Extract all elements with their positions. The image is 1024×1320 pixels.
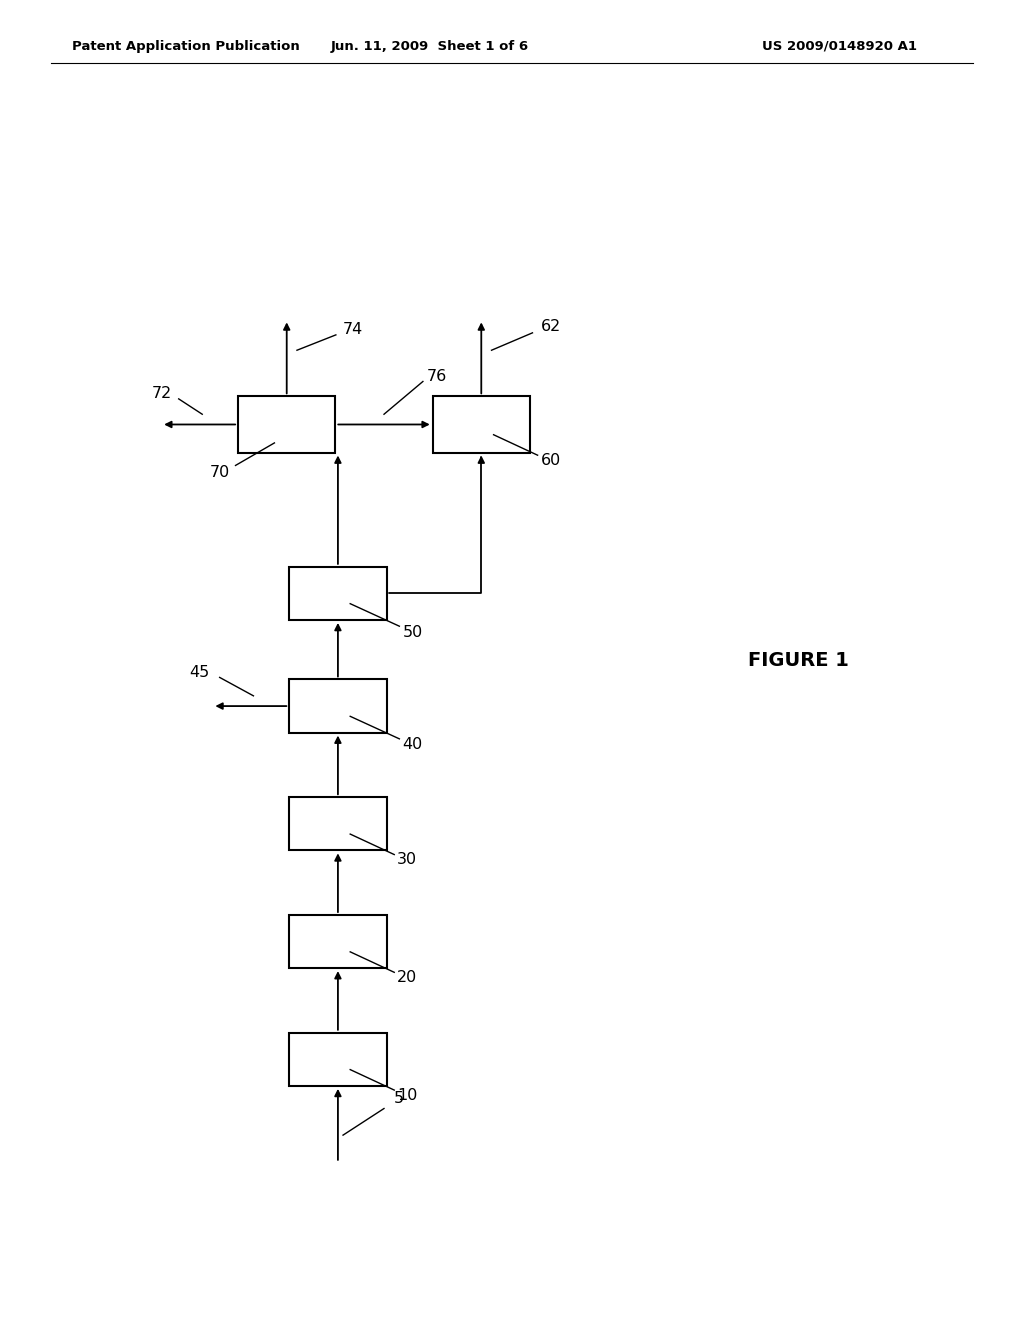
Text: 45: 45: [189, 665, 210, 680]
FancyBboxPatch shape: [290, 680, 387, 733]
FancyBboxPatch shape: [290, 915, 387, 969]
Text: US 2009/0148920 A1: US 2009/0148920 A1: [762, 40, 918, 53]
Text: 40: 40: [402, 738, 423, 752]
Text: 30: 30: [397, 853, 418, 867]
Text: 20: 20: [397, 970, 418, 985]
Text: 50: 50: [402, 624, 423, 640]
FancyBboxPatch shape: [432, 396, 530, 453]
Text: 62: 62: [541, 319, 561, 334]
Text: 72: 72: [152, 387, 172, 401]
Text: 74: 74: [343, 322, 364, 337]
Text: 5: 5: [394, 1090, 404, 1106]
FancyBboxPatch shape: [290, 566, 387, 620]
FancyBboxPatch shape: [290, 1032, 387, 1086]
Text: 10: 10: [397, 1088, 418, 1102]
Text: 76: 76: [427, 368, 447, 384]
Text: 70: 70: [210, 465, 230, 480]
Text: Jun. 11, 2009  Sheet 1 of 6: Jun. 11, 2009 Sheet 1 of 6: [331, 40, 529, 53]
Text: 60: 60: [541, 453, 561, 467]
Text: FIGURE 1: FIGURE 1: [749, 651, 849, 669]
Text: Patent Application Publication: Patent Application Publication: [72, 40, 299, 53]
FancyBboxPatch shape: [290, 797, 387, 850]
FancyBboxPatch shape: [239, 396, 336, 453]
